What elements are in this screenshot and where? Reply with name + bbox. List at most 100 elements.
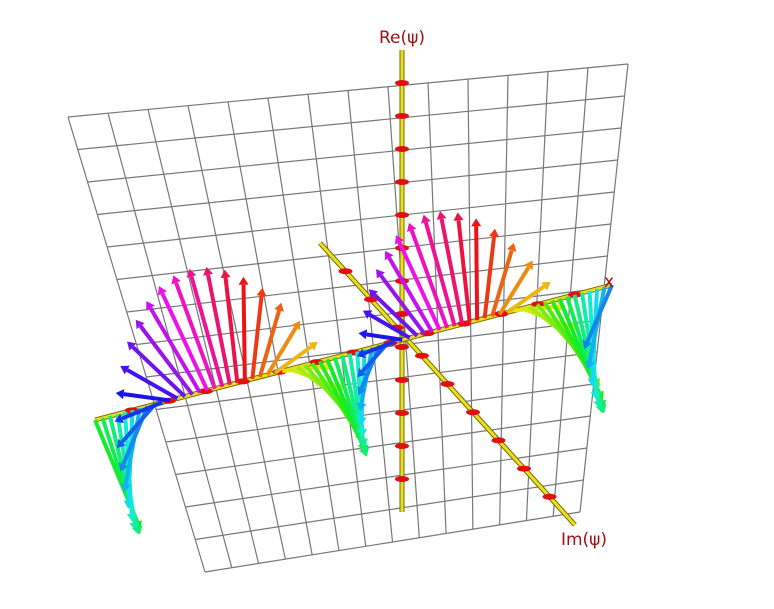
arrow-head xyxy=(274,302,284,312)
im-axis-label: Im(ψ) xyxy=(561,530,607,550)
arrow-head xyxy=(291,320,301,331)
arrow-shaft xyxy=(121,400,164,421)
arrow-head xyxy=(384,250,394,261)
arrow-shaft xyxy=(439,218,465,325)
arrow-shaft xyxy=(241,284,247,381)
arrow-head xyxy=(453,212,464,221)
arrow-head xyxy=(220,269,231,279)
arrow-shaft xyxy=(379,274,427,336)
arrow-head xyxy=(356,417,367,426)
arrow-head xyxy=(362,310,373,320)
arrow-head xyxy=(524,260,533,271)
arrow-head xyxy=(421,214,431,224)
arrow-head xyxy=(120,483,131,493)
arrow-shaft xyxy=(126,368,179,401)
arrow-head xyxy=(126,513,137,522)
re-axis-label: Re(ψ) xyxy=(379,28,425,48)
arrow-shaft xyxy=(361,342,389,373)
arrow-head xyxy=(127,341,137,351)
arrow-head xyxy=(203,266,213,276)
arrow-head xyxy=(114,413,124,424)
arrow-head xyxy=(357,429,368,438)
arrow-head xyxy=(376,269,385,279)
arrow-shaft xyxy=(497,266,531,316)
arrow-head xyxy=(489,228,500,238)
arrow-shaft xyxy=(363,339,396,356)
axis-marker xyxy=(440,381,455,387)
arrow-head xyxy=(157,286,167,296)
arrow-head xyxy=(541,281,551,291)
grid-line xyxy=(427,82,447,534)
arrow-head xyxy=(116,438,126,449)
axis-marker xyxy=(415,352,429,359)
x-axis-label: x xyxy=(604,272,614,292)
arrow-head xyxy=(357,367,367,378)
axis-marker xyxy=(395,146,409,152)
grid-line xyxy=(204,511,581,573)
arrow-shaft xyxy=(585,284,614,343)
arrow-head xyxy=(186,268,197,278)
arrow-shaft xyxy=(368,312,411,340)
arrow-head xyxy=(587,378,598,387)
arrow-shaft xyxy=(206,274,232,386)
arrow-head xyxy=(406,222,417,233)
arrow-shaft xyxy=(174,282,217,390)
axis-marker xyxy=(568,291,583,298)
arrow-head xyxy=(115,389,125,400)
arrow-shaft xyxy=(387,256,434,333)
arrow-head xyxy=(356,348,366,358)
arrow-shaft xyxy=(131,345,187,398)
axis-marker xyxy=(338,268,353,275)
grid-line xyxy=(467,79,474,530)
grid-line xyxy=(155,351,598,411)
grid-line xyxy=(165,383,594,443)
axis-marker xyxy=(395,113,409,119)
axis-marker xyxy=(466,409,480,416)
arrow-head xyxy=(582,339,592,350)
arrow-shaft xyxy=(273,345,313,375)
arrow-head xyxy=(356,402,367,412)
arrow-head xyxy=(394,235,404,245)
arrow-head xyxy=(358,444,369,454)
axis-marker xyxy=(395,377,409,383)
arrow-head xyxy=(358,329,368,340)
arrow-head xyxy=(135,319,145,330)
arrow-shaft xyxy=(138,324,194,396)
arrow-head xyxy=(129,521,140,531)
arrow-head xyxy=(238,276,249,285)
arrow-shaft xyxy=(490,249,514,317)
arrow-shaft xyxy=(189,275,225,388)
arrow-head xyxy=(256,287,267,297)
arrow-shaft xyxy=(148,307,202,394)
arrow-shaft xyxy=(482,236,497,319)
arrow-shaft xyxy=(474,226,480,321)
arrow-shaft xyxy=(223,277,240,384)
axis-marker xyxy=(517,465,531,472)
arrow-head xyxy=(120,365,130,375)
axis-marker xyxy=(395,179,409,185)
axis-marker xyxy=(395,443,409,449)
arrow-shaft xyxy=(257,309,282,378)
axis-marker xyxy=(395,212,409,218)
arrow-head xyxy=(471,218,482,227)
axis-marker xyxy=(395,80,409,86)
arrow-shaft xyxy=(123,392,171,403)
arrow-shaft xyxy=(409,229,450,329)
arrow-head xyxy=(357,386,367,396)
arrow-head xyxy=(118,462,129,472)
axis-marker xyxy=(395,410,409,416)
arrow-head xyxy=(593,400,604,409)
grid-line xyxy=(525,71,549,521)
arrow-head xyxy=(436,211,447,220)
arrow-shaft xyxy=(456,220,472,323)
grid-line xyxy=(175,415,591,476)
axis-marker xyxy=(364,296,378,303)
arrow-shaft xyxy=(397,241,442,331)
arrow-shaft xyxy=(505,284,546,315)
arrow-head xyxy=(368,289,378,299)
arrow-head xyxy=(308,342,318,351)
grid-line xyxy=(185,447,587,508)
arrow-shaft xyxy=(423,221,457,327)
arrow-head xyxy=(590,391,601,400)
